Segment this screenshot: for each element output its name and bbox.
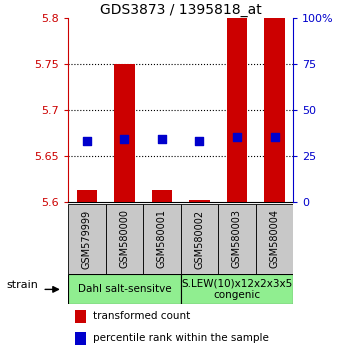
Point <box>272 135 277 140</box>
Text: GSM579999: GSM579999 <box>82 209 92 269</box>
Bar <box>264 18 285 202</box>
Text: strain: strain <box>7 280 39 290</box>
Bar <box>68 204 106 274</box>
Text: percentile rank within the sample: percentile rank within the sample <box>93 333 269 343</box>
Text: GSM580001: GSM580001 <box>157 210 167 268</box>
Point <box>122 136 127 142</box>
Bar <box>77 190 97 202</box>
Text: transformed count: transformed count <box>93 312 190 321</box>
Bar <box>75 310 86 323</box>
Bar <box>143 204 181 274</box>
Text: GSM580004: GSM580004 <box>269 210 280 268</box>
Text: Dahl salt-sensitve: Dahl salt-sensitve <box>78 284 171 295</box>
Bar <box>75 332 86 345</box>
Bar <box>68 274 181 304</box>
Bar <box>152 190 172 202</box>
Point <box>197 138 202 144</box>
Bar <box>114 64 135 202</box>
Point <box>159 136 165 142</box>
Bar <box>256 204 293 274</box>
Text: GSM580003: GSM580003 <box>232 210 242 268</box>
Bar <box>218 204 256 274</box>
Text: GSM580000: GSM580000 <box>119 210 130 268</box>
Point <box>84 138 90 144</box>
Bar <box>227 18 247 202</box>
Bar <box>189 200 210 202</box>
Text: GSM580002: GSM580002 <box>194 209 205 269</box>
Bar <box>106 204 143 274</box>
Title: GDS3873 / 1395818_at: GDS3873 / 1395818_at <box>100 3 262 17</box>
Bar <box>181 204 218 274</box>
Point <box>234 135 240 140</box>
Bar <box>181 274 293 304</box>
Text: S.LEW(10)x12x2x3x5
congenic: S.LEW(10)x12x2x3x5 congenic <box>181 279 293 300</box>
